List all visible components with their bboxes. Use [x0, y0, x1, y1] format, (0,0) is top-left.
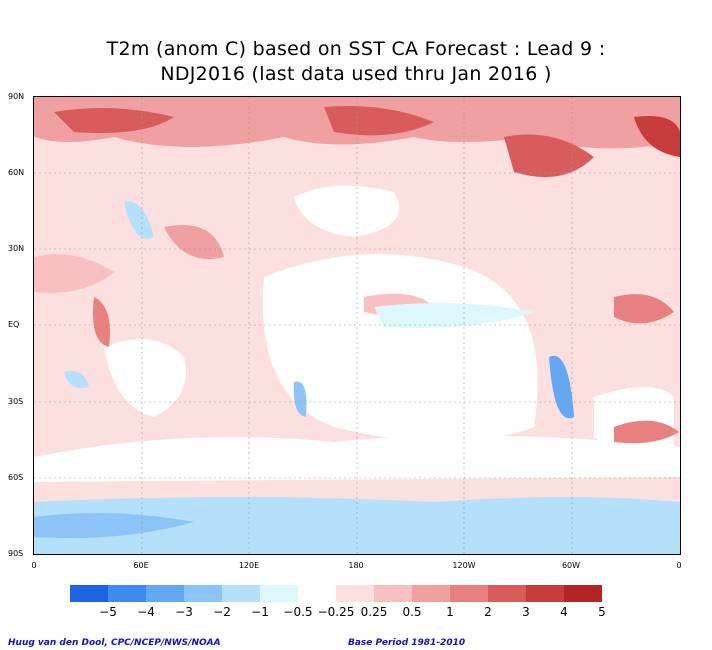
- warm-region-central-asia: [164, 225, 224, 259]
- colorbar-label: −1: [251, 605, 269, 619]
- warm-region-east-africa: [93, 297, 110, 347]
- lat-label-60s: 60S: [8, 473, 24, 482]
- lon-label-120e: 120E: [238, 561, 260, 570]
- lat-label-eq: EQ: [8, 320, 20, 329]
- neutral-region-southern-africa: [104, 339, 186, 417]
- cool-region-south-america: [549, 355, 574, 419]
- colorbar-label: −3: [175, 605, 193, 619]
- lon-label-0-left: 0: [31, 561, 37, 570]
- warm-region-south-atlantic-core: [614, 420, 679, 444]
- colorbar-label: 4: [560, 605, 568, 619]
- map-title-line-2: NDJ2016 (last data used thru Jan 2016 ): [160, 63, 552, 85]
- neutral-region-north-pacific: [294, 185, 399, 237]
- colorbar-label: 2: [484, 605, 492, 619]
- colorbar-swatch: [146, 585, 184, 602]
- cool-region-central-asia: [124, 201, 154, 239]
- colorbar-label: 1: [446, 605, 454, 619]
- footer-credit: Huug van den Dool, CPC/NCEP/NWS/NOAA: [8, 638, 221, 648]
- lon-label-60e: 60E: [133, 561, 149, 570]
- cool-core-antarctica-east: [34, 513, 194, 538]
- colorbar-swatch: [260, 585, 298, 602]
- colorbar-swatch: [412, 585, 450, 602]
- warm-core-north-america: [504, 134, 594, 177]
- colorbar-swatch: [526, 585, 564, 602]
- cool-region-australia: [293, 381, 307, 417]
- colorbar-label: −2: [213, 605, 231, 619]
- footer-base-period: Base Period 1981-2010: [348, 638, 466, 648]
- lon-label-60w: 60W: [561, 561, 581, 570]
- colorbar-label: 3: [522, 605, 530, 619]
- colorbar-swatch: [336, 585, 374, 602]
- colorbar-swatch: [450, 585, 488, 602]
- colorbar-swatch: [488, 585, 526, 602]
- lon-label-0-right: 0: [676, 561, 682, 570]
- colorbar-label: −4: [137, 605, 155, 619]
- warm-core-greenland: [634, 116, 680, 157]
- colorbar-swatch: [564, 585, 602, 602]
- warm-core-north-europe: [54, 108, 174, 133]
- anomaly-map: [33, 96, 681, 555]
- colorbar-label: 0.25: [360, 605, 388, 619]
- colorbar-swatch: [222, 585, 260, 602]
- lat-label-30s: 30S: [8, 397, 24, 406]
- colorbar-swatch: [108, 585, 146, 602]
- lon-label-180: 180: [348, 561, 364, 570]
- colorbar-label: −0.25: [317, 605, 355, 619]
- lat-label-30n: 30N: [8, 244, 25, 253]
- colorbar-label: −5: [99, 605, 117, 619]
- colorbar-label: 5: [598, 605, 606, 619]
- colorbar-swatch: [298, 585, 336, 602]
- cool-region-antarctica: [34, 497, 680, 554]
- cool-region-southern-africa: [64, 371, 89, 388]
- gridlines: [34, 97, 680, 554]
- colorbar-label: 0.5: [402, 605, 422, 619]
- cool-region-equatorial-pacific: [374, 303, 534, 328]
- warm-region-west-africa: [614, 294, 674, 324]
- lat-label-60n: 60N: [8, 168, 25, 177]
- colorbar-swatch: [184, 585, 222, 602]
- colorbar: [70, 585, 602, 602]
- lon-label-120w: 120W: [452, 561, 476, 570]
- warm-core-east-siberia: [324, 106, 434, 136]
- colorbar-swatch: [374, 585, 412, 602]
- warm-region-sahara: [34, 254, 114, 293]
- lat-label-90s: 90S: [8, 549, 24, 558]
- colorbar-label: −0.5: [283, 605, 313, 619]
- anomaly-map-svg: [34, 97, 680, 554]
- map-title-line-1: T2m (anom C) based on SST CA Forecast : …: [106, 38, 606, 60]
- colorbar-swatch: [70, 585, 108, 602]
- neutral-region-pacific: [262, 254, 538, 442]
- lat-label-90n: 90N: [8, 92, 25, 101]
